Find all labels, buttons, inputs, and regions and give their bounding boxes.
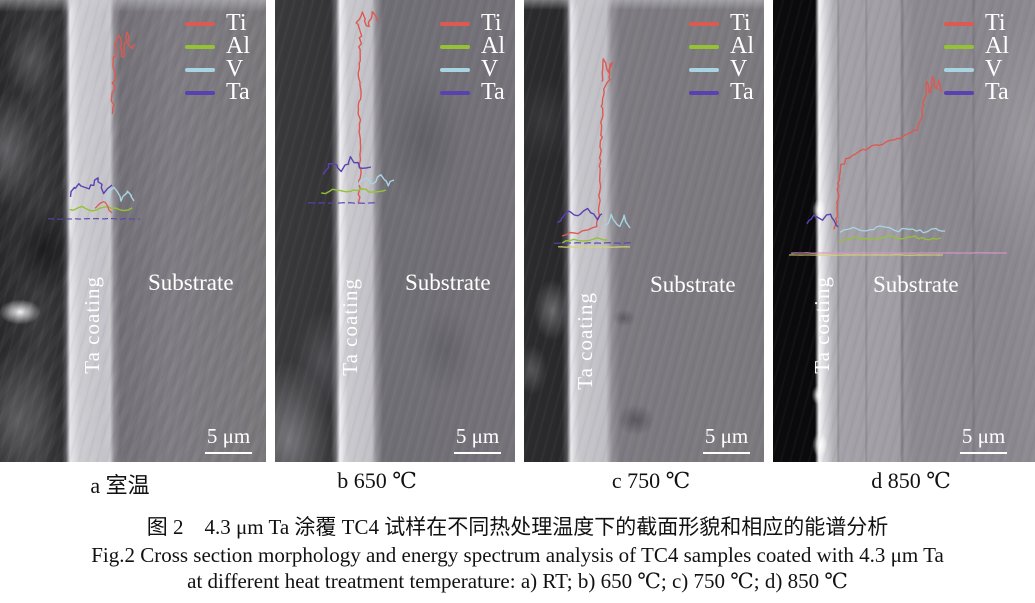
sem-panel-c: Ti Al V Ta Ta coating Substrate 5 μm bbox=[524, 0, 764, 462]
sem-panel-a: Ti Al V Ta Ta coating Substrate 5 μm bbox=[0, 0, 266, 462]
figure-caption-english-line1: Fig.2 Cross section morphology and energ… bbox=[91, 543, 944, 567]
ta-line-swatch bbox=[440, 90, 470, 95]
substrate-label: Substrate bbox=[405, 270, 491, 295]
ti-line-swatch bbox=[185, 21, 215, 26]
eds-legend: Ti Al V Ta bbox=[944, 10, 1009, 105]
legend-label-ta: Ta bbox=[481, 79, 505, 105]
legend-label-ta: Ta bbox=[226, 79, 250, 105]
eds-line-scan-c bbox=[554, 58, 634, 248]
v-line-swatch bbox=[185, 67, 215, 72]
legend-row-v: V bbox=[185, 56, 250, 82]
legend-row-ti: Ti bbox=[440, 10, 505, 36]
legend-row-ta: Ta bbox=[185, 79, 250, 105]
v-line-swatch bbox=[440, 67, 470, 72]
ta-line-swatch bbox=[689, 90, 719, 95]
legend-label-al: Al bbox=[226, 33, 250, 59]
substrate-label: Substrate bbox=[650, 272, 736, 297]
legend-label-v: V bbox=[226, 56, 244, 82]
scale-line bbox=[960, 452, 1007, 454]
eds-line-scan-d bbox=[788, 75, 1007, 256]
scale-bar: 5 μm bbox=[960, 424, 1007, 454]
legend-row-ti: Ti bbox=[944, 10, 1009, 36]
legend-row-ta: Ta bbox=[689, 79, 754, 105]
legend-label-v: V bbox=[730, 56, 748, 82]
legend-row-al: Al bbox=[440, 33, 505, 59]
ta-coating-label: Ta coating bbox=[80, 276, 104, 374]
legend-row-ta: Ta bbox=[944, 79, 1009, 105]
legend-label-al: Al bbox=[985, 33, 1009, 59]
eds-legend: Ti Al V Ta bbox=[185, 10, 250, 105]
legend-label-al: Al bbox=[730, 33, 754, 59]
substrate-label: Substrate bbox=[873, 272, 959, 297]
figure-caption-english-line2: at different heat treatment temperature:… bbox=[187, 569, 848, 593]
al-line-swatch bbox=[944, 44, 974, 49]
scale-line bbox=[703, 452, 750, 454]
sem-panel-d: Ti Al V Ta Ta coating Substrate 5 μm bbox=[773, 0, 1035, 462]
legend-label-ta: Ta bbox=[985, 79, 1009, 105]
sem-micrograph-b bbox=[275, 0, 515, 462]
legend-label-v: V bbox=[481, 56, 499, 82]
scale-bar: 5 μm bbox=[703, 424, 750, 454]
scale-line bbox=[205, 452, 252, 454]
panel-label-b: b 650 ℃ bbox=[337, 468, 417, 493]
ti-line-swatch bbox=[440, 21, 470, 26]
legend-row-ta: Ta bbox=[440, 79, 505, 105]
eds-line-scan-b bbox=[308, 10, 395, 204]
panel-label-d: d 850 ℃ bbox=[871, 468, 951, 493]
sem-micrograph-d bbox=[773, 0, 1035, 462]
v-line-swatch bbox=[689, 67, 719, 72]
legend-row-al: Al bbox=[185, 33, 250, 59]
legend-label-al: Al bbox=[481, 33, 505, 59]
scale-bar: 5 μm bbox=[454, 424, 501, 454]
legend-row-v: V bbox=[689, 56, 754, 82]
panel-label-c: c 750 ℃ bbox=[611, 468, 691, 493]
ta-line-swatch bbox=[185, 90, 215, 95]
legend-label-ti: Ti bbox=[985, 10, 1006, 36]
eds-legend: Ti Al V Ta bbox=[689, 10, 754, 105]
sem-micrograph-c bbox=[524, 0, 764, 462]
legend-label-ti: Ti bbox=[730, 10, 751, 36]
al-line-swatch bbox=[185, 44, 215, 49]
v-line-swatch bbox=[944, 67, 974, 72]
legend-label-v: V bbox=[985, 56, 1003, 82]
scale-line bbox=[454, 452, 501, 454]
eds-legend: Ti Al V Ta bbox=[440, 10, 505, 105]
scale-label: 5 μm bbox=[455, 424, 500, 448]
substrate-label: Substrate bbox=[148, 270, 234, 295]
scale-label: 5 μm bbox=[961, 424, 1006, 448]
legend-label-ta: Ta bbox=[730, 79, 754, 105]
legend-row-al: Al bbox=[689, 33, 754, 59]
legend-row-ti: Ti bbox=[185, 10, 250, 36]
al-line-swatch bbox=[689, 44, 719, 49]
legend-label-ti: Ti bbox=[226, 10, 247, 36]
panel-label-a: a 室温 bbox=[90, 473, 150, 498]
ta-coating-label: Ta coating bbox=[810, 276, 834, 374]
sem-micrograph-a bbox=[0, 0, 266, 462]
ti-line-swatch bbox=[944, 21, 974, 26]
scale-label: 5 μm bbox=[206, 424, 251, 448]
legend-label-ti: Ti bbox=[481, 10, 502, 36]
eds-line-scan-a bbox=[48, 31, 141, 220]
al-line-swatch bbox=[440, 44, 470, 49]
legend-row-v: V bbox=[440, 56, 505, 82]
legend-row-ti: Ti bbox=[689, 10, 754, 36]
legend-row-v: V bbox=[944, 56, 1009, 82]
ta-coating-label: Ta coating bbox=[573, 292, 597, 390]
ta-line-swatch bbox=[944, 90, 974, 95]
scale-bar: 5 μm bbox=[205, 424, 252, 454]
figure-caption-chinese: 图 2 4.3 μm Ta 涂覆 TC4 试样在不同热处理温度下的截面形貌和相应… bbox=[146, 515, 889, 539]
ta-coating-label: Ta coating bbox=[338, 278, 362, 376]
scale-label: 5 μm bbox=[704, 424, 749, 448]
ti-line-swatch bbox=[689, 21, 719, 26]
legend-row-al: Al bbox=[944, 33, 1009, 59]
sem-panel-b: Ti Al V Ta Ta coating Substrate 5 μm bbox=[275, 0, 515, 462]
